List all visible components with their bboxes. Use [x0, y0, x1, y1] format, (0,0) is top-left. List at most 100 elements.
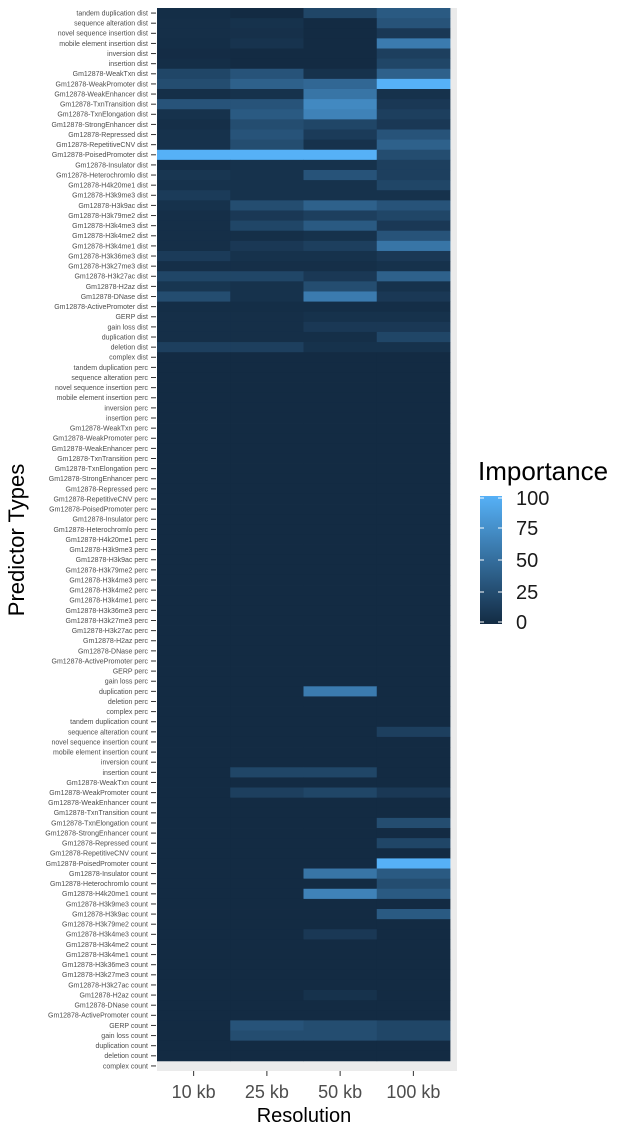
heatmap-cell — [230, 78, 304, 90]
heatmap-cell — [157, 342, 231, 353]
heatmap-cell — [157, 402, 231, 414]
heatmap-cells — [157, 8, 451, 1062]
heatmap-cell — [303, 787, 378, 799]
y-tick-label: Gm12878-H3k27ac perc — [72, 628, 149, 635]
heatmap-cell — [157, 331, 231, 343]
legend-label: 100 — [516, 488, 549, 510]
y-tick-label: insertion perc — [106, 415, 149, 422]
y-tick-label: Gm12878-H3k9me3 dist — [72, 193, 148, 200]
heatmap-cell — [230, 655, 304, 667]
heatmap-cell — [376, 109, 451, 120]
heatmap-cell — [303, 48, 378, 60]
y-tick-label: Gm12878-H3k27me3 dist — [68, 264, 148, 271]
heatmap-cell — [303, 828, 378, 839]
heatmap-cell — [376, 564, 451, 576]
heatmap-cell — [157, 1050, 231, 1062]
y-tick-label: Gm12878-StrongEnhancer count — [45, 830, 148, 837]
heatmap-cell — [157, 8, 231, 19]
heatmap-cell — [157, 574, 231, 586]
heatmap-cell — [376, 979, 451, 991]
heatmap-cell — [230, 777, 304, 788]
y-tick-label: complex dist — [109, 355, 148, 362]
heatmap-cell — [157, 48, 231, 60]
heatmap-cell — [376, 858, 451, 869]
heatmap-cell — [303, 524, 378, 535]
heatmap-cell — [376, 767, 451, 778]
heatmap-cell — [303, 514, 378, 525]
y-tick-label: Gm12878-PoisedPromoter count — [46, 861, 148, 868]
heatmap-cell — [157, 767, 231, 778]
heatmap-cell — [230, 291, 304, 302]
y-tick-label: GERP count — [109, 1023, 148, 1030]
y-tick-label: GERP dist — [115, 314, 148, 321]
heatmap-cell — [157, 68, 231, 80]
heatmap-cell — [157, 1020, 231, 1031]
y-tick-label: Gm12878-ActivePromoter count — [48, 1013, 148, 1020]
heatmap-cell — [303, 1000, 378, 1011]
y-tick-label: Gm12878-Insulator dist — [75, 162, 148, 169]
heatmap-cell — [230, 240, 304, 252]
heatmap-cell — [230, 473, 304, 485]
heatmap-cell — [157, 534, 231, 545]
heatmap-cell — [376, 696, 451, 707]
y-tick-label: Gm12878-H3k4me1 count — [66, 952, 148, 959]
heatmap-cell — [303, 412, 378, 424]
heatmap-cell — [157, 291, 231, 302]
heatmap-cell — [230, 736, 304, 748]
heatmap-cell — [230, 342, 304, 353]
y-tick-label: Gm12878-H3k27ac count — [68, 982, 148, 989]
heatmap-cell — [303, 210, 378, 221]
heatmap-cell — [303, 676, 378, 687]
y-tick-label: insertion count — [102, 770, 148, 777]
heatmap-cell — [376, 605, 451, 616]
y-tick-label: complex perc — [106, 709, 148, 716]
y-axis-ticks: tandem duplication dist sequence alterati… — [45, 10, 156, 1070]
heatmap-cell — [303, 848, 378, 859]
heatmap-cell — [230, 1000, 304, 1011]
heatmap-cell — [376, 777, 451, 788]
heatmap-cell — [376, 423, 451, 434]
y-tick-label: Gm12878-Repressed dist — [68, 132, 148, 139]
heatmap-cell — [376, 848, 451, 859]
y-tick-label: sequence alteration count — [68, 729, 148, 736]
heatmap-cell — [376, 544, 451, 556]
heatmap-cell — [376, 261, 451, 272]
heatmap-cell — [303, 139, 378, 151]
heatmap-cell — [157, 301, 231, 313]
y-tick-label: Gm12878-WeakEnhancer count — [48, 800, 148, 807]
color-legend: Importance 100 75 50 25 0 — [478, 456, 608, 634]
heatmap-cell — [157, 58, 231, 70]
y-tick-label: Gm12878-H3k9me3 perc — [69, 547, 148, 554]
heatmap-cell — [303, 554, 378, 566]
heatmap-cell — [230, 949, 304, 961]
heatmap-cell — [376, 28, 451, 39]
heatmap-cell — [303, 990, 378, 1001]
x-tick-label: 25 kb — [245, 1082, 289, 1102]
x-axis-title: Resolution — [257, 1105, 352, 1127]
heatmap-cell — [157, 959, 231, 971]
y-tick-label: Gm12878-H3k4me2 dist — [72, 233, 148, 240]
heatmap-cell — [376, 919, 451, 930]
heatmap-cell — [376, 453, 451, 464]
heatmap-cell — [157, 281, 231, 292]
y-tick-label: Gm12878-H3k4me2 perc — [69, 588, 148, 595]
heatmap-cell — [157, 544, 231, 556]
heatmap-cell — [157, 605, 231, 616]
heatmap-cell — [376, 291, 451, 302]
heatmap-cell — [303, 595, 378, 606]
heatmap-cell — [157, 190, 231, 201]
heatmap-cell — [376, 311, 451, 323]
heatmap-cell — [157, 666, 231, 677]
heatmap-cell — [303, 686, 378, 697]
y-tick-label: complex count — [103, 1063, 148, 1070]
heatmap-cell — [230, 504, 304, 515]
legend-colorbar — [480, 496, 502, 624]
heatmap-cell — [157, 483, 231, 495]
heatmap-cell — [157, 909, 231, 920]
heatmap-cell — [157, 828, 231, 839]
legend-label: 25 — [516, 582, 538, 604]
heatmap-cell — [230, 878, 304, 890]
heatmap-cell — [230, 919, 304, 930]
y-tick-label: Gm12878-WeakTxn dist — [73, 71, 148, 78]
